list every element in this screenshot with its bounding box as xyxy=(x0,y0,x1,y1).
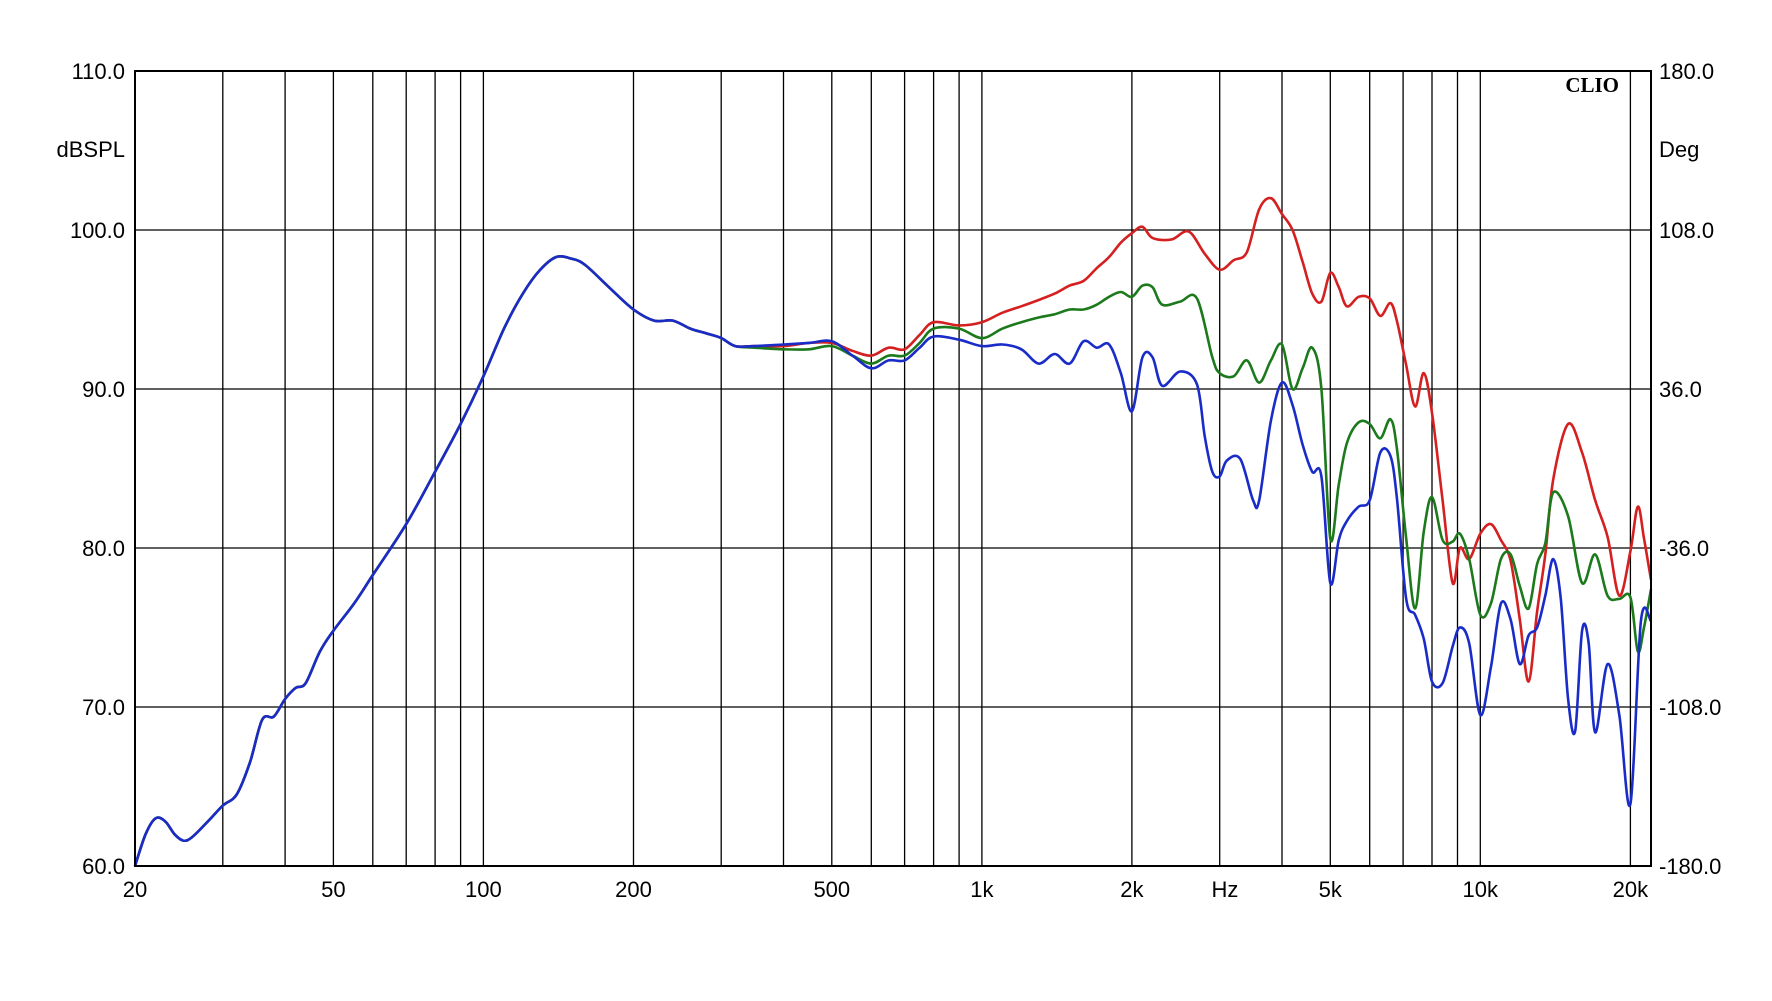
y2-tick-label: -180.0 xyxy=(1659,854,1721,879)
series-line-3 xyxy=(133,255,1653,867)
y2-tick-label: 36.0 xyxy=(1659,377,1702,402)
x-tick-label: 2k xyxy=(1120,877,1144,902)
y2-tick-label: -108.0 xyxy=(1659,695,1721,720)
y-axis-label: dBSPL xyxy=(57,137,126,162)
series-layer xyxy=(133,196,1653,867)
plot-frame xyxy=(134,70,1652,867)
y2-tick-label: 108.0 xyxy=(1659,218,1714,243)
grid xyxy=(135,70,1651,867)
x-tick-label: 500 xyxy=(813,877,850,902)
x-tick-label: 100 xyxy=(465,877,502,902)
y-tick-label: 70.0 xyxy=(82,695,125,720)
x-tick-label: 20 xyxy=(123,877,147,902)
y-tick-label: 90.0 xyxy=(82,377,125,402)
y-tick-label: 110.0 xyxy=(72,59,125,84)
y-tick-label: 100.0 xyxy=(70,218,125,243)
x-tick-label: 10k xyxy=(1463,877,1499,902)
y2-tick-label: 180.0 xyxy=(1659,59,1714,84)
x-tick-label: 5k xyxy=(1319,877,1343,902)
y2-axis-label: Deg xyxy=(1659,137,1699,162)
x-tick-label: 1k xyxy=(970,877,994,902)
x-tick-label: 200 xyxy=(615,877,652,902)
x-tick-label: 20k xyxy=(1613,877,1649,902)
clio-brand-label: CLIO xyxy=(1565,73,1619,97)
y2-tick-label: -36.0 xyxy=(1659,536,1709,561)
y-tick-label: 60.0 xyxy=(82,854,125,879)
x-tick-label: 50 xyxy=(321,877,345,902)
axis-labels: dBSPL Deg Hz CLIO 20 50 100 200 500 1k 2k 5k 10k… xyxy=(57,59,1722,902)
x-axis-label: Hz xyxy=(1212,877,1239,902)
y-tick-label: 80.0 xyxy=(82,536,125,561)
